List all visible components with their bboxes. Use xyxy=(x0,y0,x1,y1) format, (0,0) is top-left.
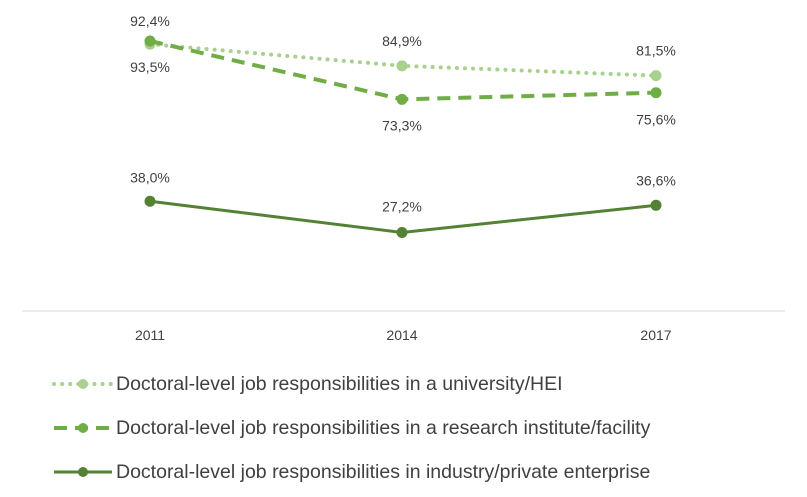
legend-item-university: Doctoral-level job responsibilities in a… xyxy=(50,362,650,406)
legend-label-research-institute: Doctoral-level job responsibilities in a… xyxy=(116,416,651,439)
legend: Doctoral-level job responsibilities in a… xyxy=(50,362,650,494)
data-point-research-institute-2011 xyxy=(144,35,156,47)
data-label-industry-2017: 36,6% xyxy=(636,172,676,188)
data-label-university-2011: 92,4% xyxy=(130,13,170,29)
x-tick-label-2011: 2011 xyxy=(135,327,165,343)
data-label-research-institute-2011: 93,5% xyxy=(130,59,170,75)
x-tick-label-2017: 2017 xyxy=(640,327,671,343)
legend-label-university: Doctoral-level job responsibilities in a… xyxy=(116,372,563,395)
data-label-research-institute-2014: 73,3% xyxy=(382,117,422,133)
data-label-university-2017: 81,5% xyxy=(636,43,676,59)
data-point-industry-2011 xyxy=(144,195,156,207)
data-label-layer: 92,4% 84,9% 81,5% 93,5% 73,3% 75,6% 38,0% 27,2%… xyxy=(130,13,676,214)
data-point-research-institute-2017 xyxy=(650,87,662,99)
series-layer xyxy=(144,35,662,238)
legend-label-industry: Doctoral-level job responsibilities in i… xyxy=(116,460,651,483)
legend-item-industry: Doctoral-level job responsibilities in i… xyxy=(50,450,650,494)
data-point-industry-2017 xyxy=(650,199,662,211)
data-point-industry-2014 xyxy=(396,226,408,238)
line-chart: 92,4% 84,9% 81,5% 93,5% 73,3% 75,6% 38,0% 27,2%… xyxy=(22,13,785,343)
data-point-research-institute-2014 xyxy=(396,93,408,105)
data-point-university-2014 xyxy=(396,60,408,72)
data-point-university-2017 xyxy=(650,70,662,82)
x-tick-layer: 2011 2014 2017 xyxy=(135,327,672,343)
data-label-industry-2014: 27,2% xyxy=(382,198,422,214)
data-label-industry-2011: 38,0% xyxy=(130,169,170,185)
data-label-research-institute-2017: 75,6% xyxy=(636,112,676,128)
legend-item-research-institute: Doctoral-level job responsibilities in a… xyxy=(50,406,650,450)
data-label-university-2014: 84,9% xyxy=(382,33,422,49)
legend-marker-research-institute xyxy=(54,423,112,433)
legend-marker-industry xyxy=(54,467,112,477)
x-tick-label-2014: 2014 xyxy=(386,327,417,343)
legend-marker-university xyxy=(52,379,114,389)
